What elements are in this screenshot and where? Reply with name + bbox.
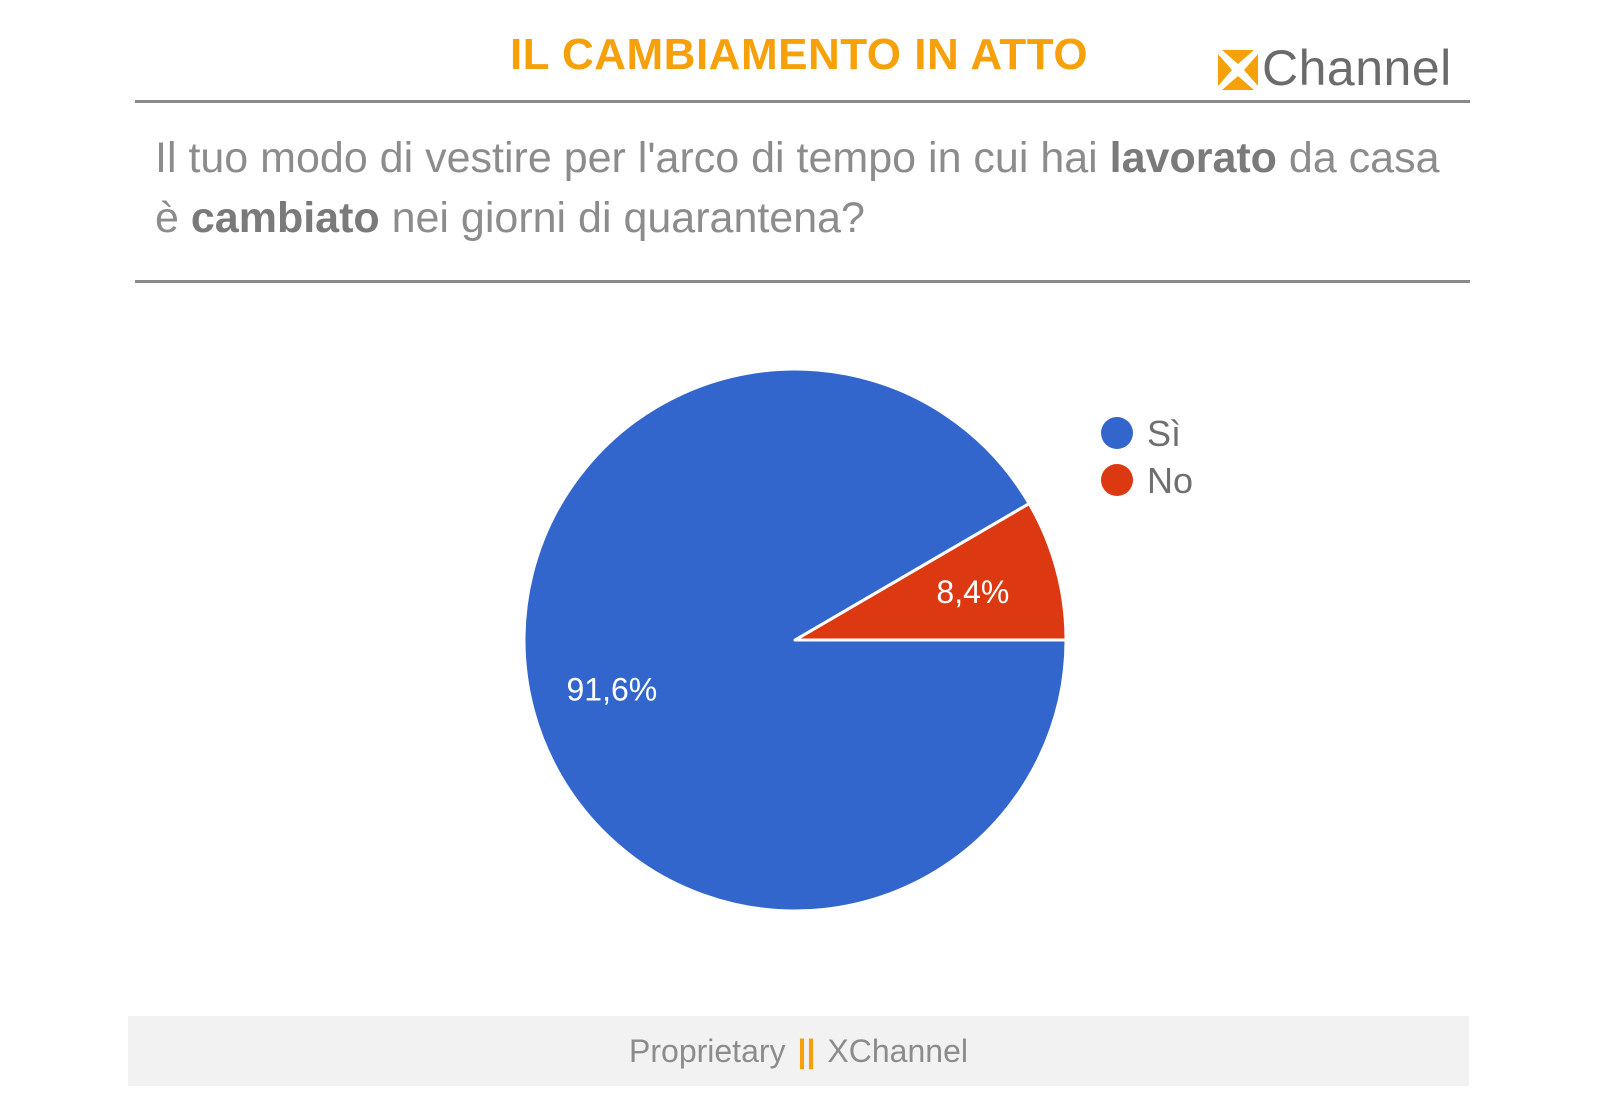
- x-mark-icon: [1218, 50, 1258, 90]
- legend-marker-no: [1101, 464, 1133, 496]
- legend-label-no: No: [1147, 460, 1193, 501]
- pie-labels: 8,4% 91,6%: [566, 574, 1009, 708]
- pie-slices: [522, 367, 1068, 913]
- footer-bar: Proprietary || XChannel: [128, 1016, 1469, 1086]
- legend-marker-si: [1101, 417, 1133, 449]
- survey-question: Il tuo modo di vestire per l'arco di tem…: [155, 128, 1475, 248]
- chart-legend: Sì No: [1101, 413, 1193, 501]
- question-text-3: nei giorni di quarantena?: [379, 194, 865, 242]
- pie-label-no: 8,4%: [936, 574, 1009, 610]
- footer-brand: XChannel: [827, 1032, 968, 1069]
- pie-slice-no: [793, 502, 1068, 642]
- question-bold-1: lavorato: [1109, 134, 1277, 182]
- logo-text: Channel: [1262, 40, 1452, 96]
- pie-slice-si: [522, 367, 1068, 913]
- legend-label-si: Sì: [1147, 413, 1181, 454]
- question-bold-2: cambiato: [190, 194, 380, 242]
- slide-title: IL CAMBIAMENTO IN ATTO: [509, 30, 1089, 79]
- question-divider: [135, 280, 1470, 283]
- header-divider: [135, 100, 1470, 103]
- pie-label-si: 91,6%: [566, 671, 657, 707]
- xchannel-logo: Channel: [1218, 40, 1452, 96]
- question-text-2: da casa è: [155, 134, 1440, 242]
- question-text-1: Il tuo modo di vestire per l'arco di tem…: [155, 134, 1110, 182]
- footer-proprietary: Proprietary: [629, 1032, 786, 1069]
- footer-separator: ||: [797, 1032, 816, 1069]
